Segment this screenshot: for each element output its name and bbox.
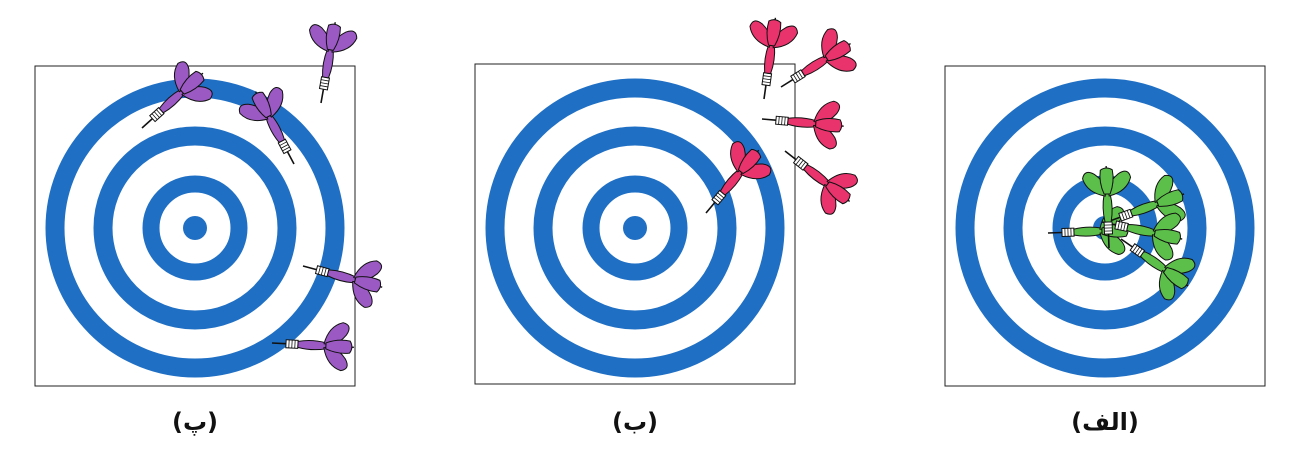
dart-2: [238, 87, 299, 167]
target-ring-1: [485, 78, 785, 378]
panel-p: [34, 20, 385, 387]
target-ring-3: [582, 175, 688, 281]
target-ring-2: [1003, 126, 1207, 330]
target-ring-1: [955, 78, 1255, 378]
dart-4: [760, 100, 845, 150]
dart-1: [138, 61, 213, 132]
caption-panel-p: (پ): [171, 408, 219, 436]
target-ring-2: [533, 126, 737, 330]
dart-2: [749, 16, 799, 101]
dart-3: [778, 28, 857, 92]
caption-panel-alef: (الف): [1071, 408, 1139, 436]
target-ring-3: [142, 175, 248, 281]
dart-3: [1100, 212, 1184, 261]
dart-3: [309, 20, 358, 105]
target-ring-2: [93, 126, 297, 330]
dart-4: [301, 260, 385, 308]
target-bullseye: [183, 216, 207, 240]
dart-5: [270, 322, 355, 372]
target-bullseye: [623, 216, 647, 240]
dart-4: [1082, 165, 1132, 249]
caption-panel-b: (ب): [611, 408, 659, 436]
dart-5: [781, 147, 858, 215]
panel-alef: [944, 65, 1266, 387]
dart-1: [702, 141, 772, 217]
panel-b: [474, 16, 858, 385]
dart-5: [1117, 234, 1196, 301]
